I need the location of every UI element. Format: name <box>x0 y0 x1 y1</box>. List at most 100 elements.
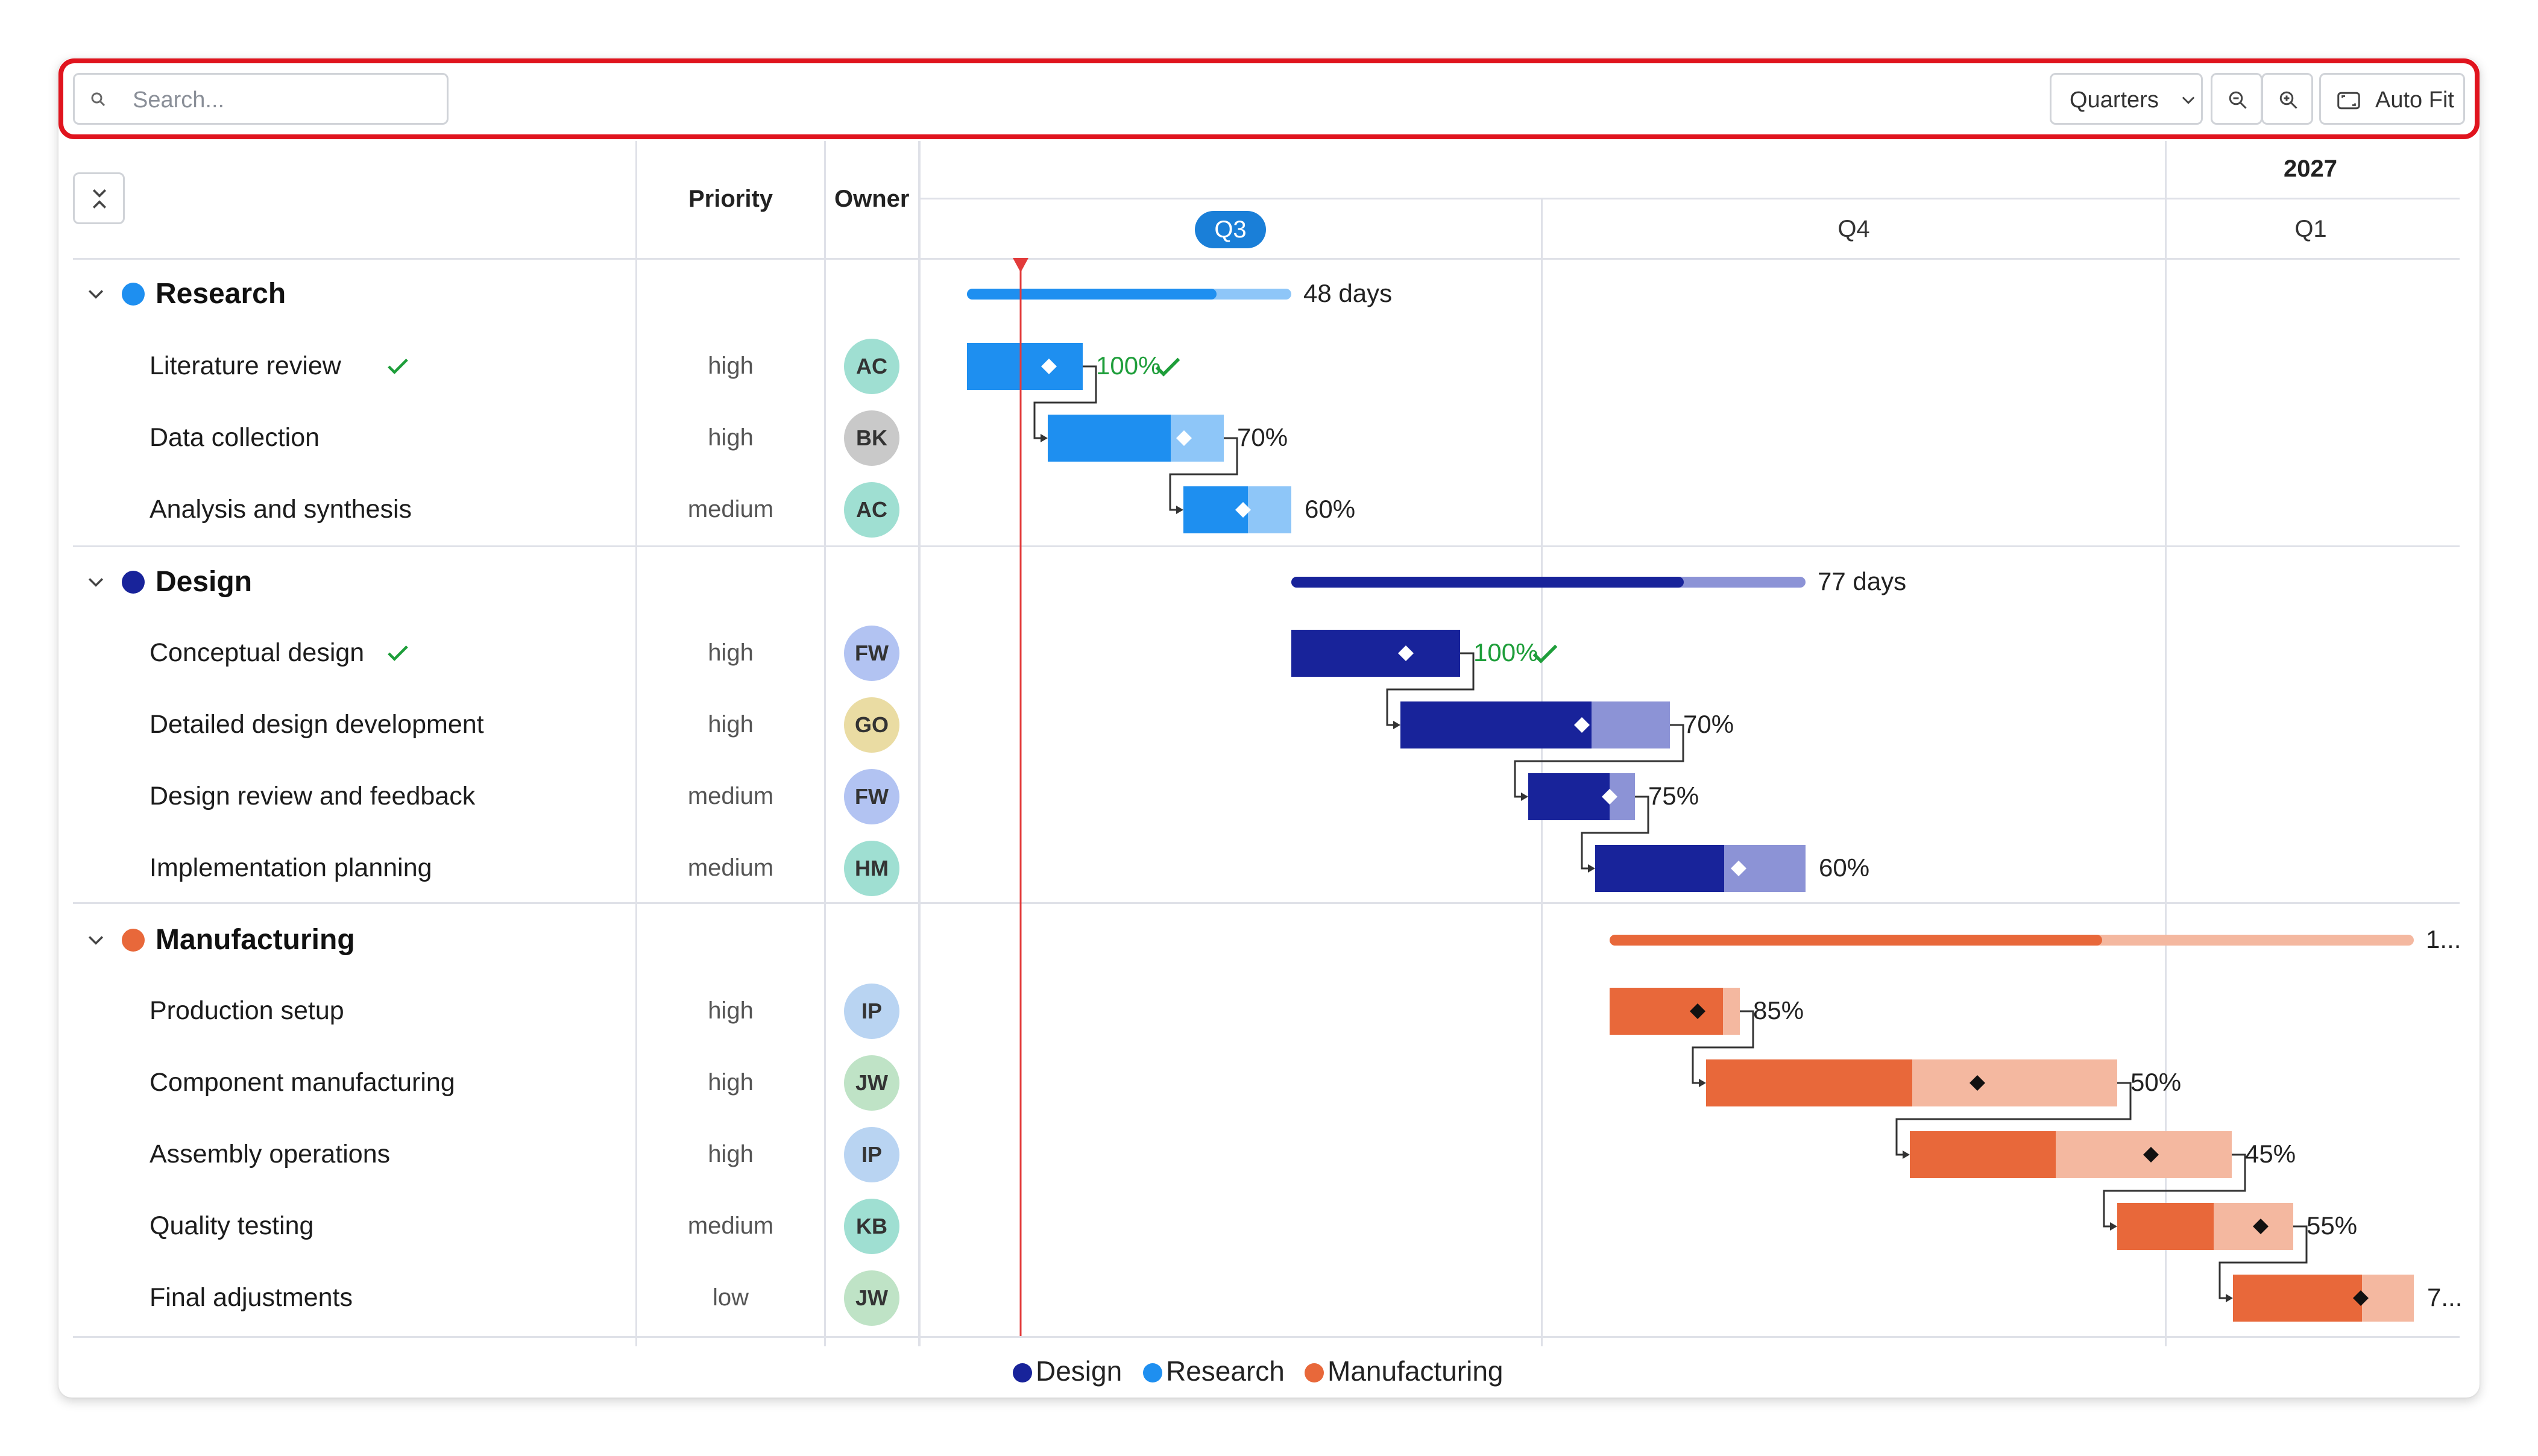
task-name[interactable]: Detailed design development <box>150 710 484 739</box>
dependency-connector <box>1581 795 1649 870</box>
dependency-connector <box>1169 437 1238 511</box>
legend-item-research[interactable]: Research <box>1166 1355 1285 1387</box>
task-name[interactable]: Implementation planning <box>150 853 432 882</box>
task-bar-progress <box>1610 988 1723 1035</box>
avatar[interactable]: BK <box>844 410 899 466</box>
task-name[interactable]: Assembly operations <box>150 1140 391 1169</box>
task-priority: low <box>712 1284 749 1311</box>
task-name[interactable]: Design review and feedback <box>150 782 476 811</box>
milestone-diamond <box>1731 861 1746 876</box>
checkmark-icon <box>1532 644 1558 664</box>
checkmark-icon <box>387 645 408 661</box>
zoom-level-label: Quarters <box>2070 87 2159 113</box>
task-name[interactable]: Production setup <box>150 996 344 1025</box>
chevron-down-icon[interactable] <box>88 577 104 588</box>
group-title-manufacturing[interactable]: Manufacturing <box>156 924 355 956</box>
dependency-arrowhead <box>1393 721 1400 729</box>
task-bar-progress <box>1528 773 1610 820</box>
timeline-header-divider <box>921 198 2460 199</box>
task-priority: high <box>708 997 754 1024</box>
group-divider <box>73 902 2460 904</box>
quarter-label-q4: Q4 <box>1837 216 1870 242</box>
dependency-arrowhead <box>1521 792 1528 801</box>
task-name[interactable]: Final adjustments <box>150 1283 353 1312</box>
avatar[interactable]: FW <box>844 769 899 824</box>
task-bar-progress <box>1048 415 1171 462</box>
zoom-out-icon <box>2229 91 2247 109</box>
task-progress-label: 7... <box>2427 1283 2463 1311</box>
avatar[interactable]: JW <box>844 1270 899 1326</box>
owner-column-header[interactable]: Owner <box>834 186 910 212</box>
dependency-connector <box>1514 724 1684 798</box>
group-color-dot <box>122 571 145 594</box>
dependency-arrowhead <box>1176 506 1183 514</box>
avatar[interactable]: FW <box>844 626 899 681</box>
task-progress-label: 45% <box>2245 1140 2296 1168</box>
task-priority: medium <box>687 1213 774 1239</box>
quarter-label-q1: Q1 <box>2294 216 2327 242</box>
current-quarter-badge: Q3 <box>1195 211 1266 248</box>
milestone-diamond <box>2353 1290 2369 1306</box>
task-bar-progress <box>1910 1131 2056 1178</box>
auto-fit-button[interactable]: Auto Fit <box>2319 73 2465 125</box>
dependency-arrowhead <box>1041 434 1048 442</box>
dependency-arrowhead <box>1699 1079 1706 1087</box>
milestone-diamond <box>1690 1003 1705 1019</box>
task-progress-label: 100% <box>1473 638 1538 667</box>
task-priority: high <box>708 639 754 666</box>
search-placeholder: Search... <box>133 87 225 113</box>
summary-bar-progress <box>1291 577 1684 588</box>
dependency-connector <box>1033 365 1097 439</box>
group-title-design[interactable]: Design <box>156 566 253 598</box>
task-name[interactable]: Quality testing <box>150 1211 314 1240</box>
column-divider <box>635 141 637 1346</box>
avatar[interactable]: KB <box>844 1199 899 1254</box>
chevron-down-icon[interactable] <box>88 289 104 300</box>
task-bar-progress <box>2233 1275 2362 1322</box>
avatar[interactable]: IP <box>844 984 899 1039</box>
task-name[interactable]: Literature review <box>150 351 341 380</box>
dependency-connector <box>1692 1010 1754 1084</box>
task-priority: medium <box>687 783 774 809</box>
search-icon <box>91 92 105 107</box>
chevron-down-icon[interactable] <box>88 935 104 946</box>
collapse-all-button[interactable] <box>73 172 125 224</box>
avatar[interactable]: IP <box>844 1127 899 1182</box>
legend-item-design[interactable]: Design <box>1036 1355 1123 1387</box>
task-priority: medium <box>687 855 774 881</box>
dependency-arrowhead <box>2110 1222 2117 1231</box>
task-bar-progress <box>1291 630 1460 677</box>
zoom-level-select[interactable]: Quarters <box>2050 73 2203 125</box>
year-label: 2027 <box>2284 155 2337 182</box>
legend-item-manufacturing[interactable]: Manufacturing <box>1327 1355 1504 1387</box>
search-input[interactable]: Search... <box>73 73 449 125</box>
summary-bar-progress <box>967 289 1217 300</box>
header-bottom-border <box>73 258 2460 260</box>
checkmark-icon <box>387 359 408 374</box>
dependency-connector <box>2103 1153 2246 1228</box>
task-name[interactable]: Analysis and synthesis <box>150 495 412 524</box>
avatar[interactable]: GO <box>844 697 899 753</box>
zoom-in-button[interactable] <box>2261 73 2313 125</box>
task-priority: high <box>708 353 754 379</box>
avatar[interactable]: JW <box>844 1055 899 1111</box>
legend-dot-design <box>1013 1363 1032 1382</box>
task-progress-label: 70% <box>1683 710 1734 738</box>
fit-screen-icon <box>2337 92 2360 110</box>
task-name[interactable]: Data collection <box>150 423 320 452</box>
task-name[interactable]: Conceptual design <box>150 638 365 667</box>
dependency-connector <box>1386 652 1475 726</box>
task-bar-progress <box>1400 701 1592 748</box>
task-progress-label: 60% <box>1819 853 1870 882</box>
avatar[interactable]: AC <box>844 339 899 394</box>
quarter-divider <box>1541 199 1543 1346</box>
avatar[interactable]: AC <box>844 482 899 538</box>
dependency-arrowhead <box>1903 1150 1910 1159</box>
avatar[interactable]: HM <box>844 841 899 896</box>
task-bar-progress <box>1595 845 1724 892</box>
task-name[interactable]: Component manufacturing <box>150 1068 455 1097</box>
quarter-divider <box>2165 141 2167 1346</box>
priority-column-header[interactable]: Priority <box>688 186 773 212</box>
milestone-diamond <box>2253 1219 2269 1234</box>
group-title-research[interactable]: Research <box>156 278 286 310</box>
